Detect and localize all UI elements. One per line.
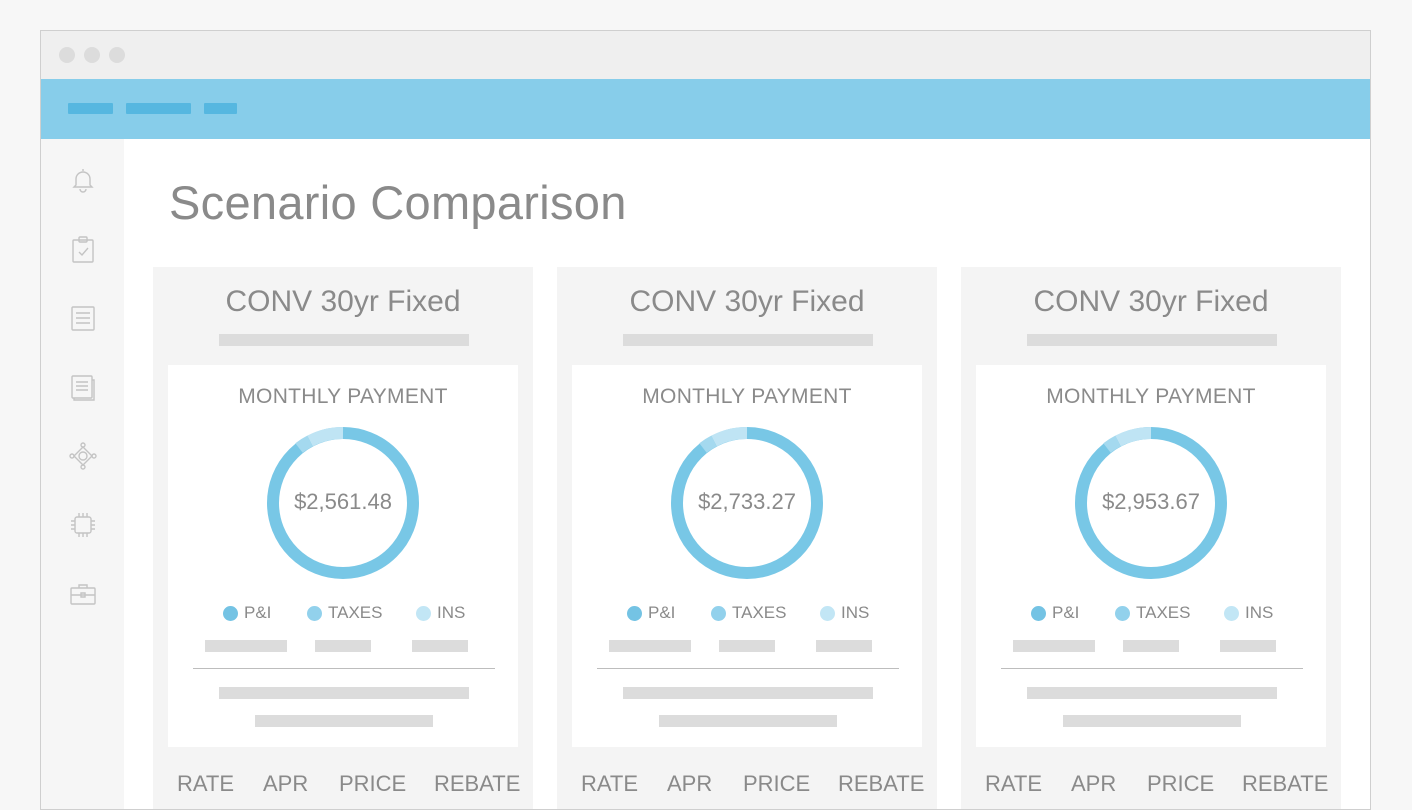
legend-item-ins: INS bbox=[416, 603, 465, 623]
legend-label: TAXES bbox=[328, 603, 383, 622]
value-placeholder-taxes bbox=[315, 640, 371, 652]
price-label: PRICE bbox=[1147, 771, 1215, 796]
payment-panel: MONTHLY PAYMENT $2,733.27 P&I TAXES INS bbox=[572, 365, 922, 747]
legend-label: P&I bbox=[648, 603, 676, 622]
legend-dot-taxes bbox=[307, 605, 322, 621]
legend-item-taxes: TAXES bbox=[711, 603, 786, 623]
top-navbar bbox=[41, 79, 1370, 139]
legend-dot-taxes bbox=[711, 605, 726, 621]
apr-label: APR bbox=[667, 771, 713, 796]
card-subtitle-placeholder bbox=[623, 334, 873, 346]
rebate-label: REBATE bbox=[1242, 771, 1329, 796]
payment-amount: $2,953.67 bbox=[1102, 489, 1200, 514]
value-placeholder-ins bbox=[412, 640, 468, 652]
payment-label: MONTHLY PAYMENT bbox=[1046, 385, 1256, 408]
summary-placeholder-2 bbox=[659, 715, 837, 727]
legend-label: INS bbox=[437, 603, 466, 622]
apr-label: APR bbox=[1071, 771, 1117, 796]
rebate-label: REBATE bbox=[838, 771, 925, 796]
legend-label: P&I bbox=[1052, 603, 1080, 622]
value-placeholder-pi bbox=[1013, 640, 1095, 652]
list-icon[interactable] bbox=[68, 303, 98, 333]
value-placeholder-taxes bbox=[719, 640, 775, 652]
summary-placeholder-2 bbox=[1063, 715, 1241, 727]
value-placeholder-ins bbox=[1220, 640, 1276, 652]
legend-dot-pi bbox=[223, 605, 238, 621]
legend-item-pi: P&I bbox=[627, 603, 675, 623]
divider bbox=[1001, 668, 1303, 669]
payment-amount: $2,561.48 bbox=[294, 489, 392, 514]
legend-label: TAXES bbox=[1136, 603, 1191, 622]
rate-label: RATE bbox=[177, 771, 235, 796]
bell-icon[interactable] bbox=[68, 165, 98, 195]
price-label: PRICE bbox=[339, 771, 407, 796]
sidebar bbox=[41, 139, 124, 809]
legend-item-ins: INS bbox=[820, 603, 869, 623]
chip-icon[interactable] bbox=[68, 510, 98, 540]
scenario-card: CONV 30yr Fixed MONTHLY PAYMENT $2,953.6… bbox=[961, 267, 1341, 809]
window-titlebar bbox=[41, 31, 1370, 79]
value-placeholder-pi bbox=[609, 640, 691, 652]
legend-dot-ins bbox=[820, 605, 835, 621]
window-minimize-dot[interactable] bbox=[84, 47, 100, 63]
network-icon[interactable] bbox=[68, 441, 98, 471]
value-placeholder-ins bbox=[816, 640, 872, 652]
legend-label: P&I bbox=[244, 603, 272, 622]
payment-donut-chart bbox=[671, 426, 823, 579]
apr-label: APR bbox=[263, 771, 309, 796]
app-window: Scenario Comparison CONV 30yr Fixed MONT… bbox=[40, 30, 1371, 810]
document-icon[interactable] bbox=[68, 372, 98, 402]
card-title: CONV 30yr Fixed bbox=[1033, 285, 1269, 318]
nav-item-placeholder-3[interactable] bbox=[204, 103, 237, 114]
rebate-label: REBATE bbox=[434, 771, 521, 796]
card-subtitle-placeholder bbox=[219, 334, 469, 346]
divider bbox=[597, 668, 899, 669]
summary-placeholder-1 bbox=[219, 687, 469, 699]
legend-item-pi: P&I bbox=[223, 603, 271, 623]
price-label: PRICE bbox=[743, 771, 811, 796]
payment-panel: MONTHLY PAYMENT $2,561.48 P&I TAXES INS bbox=[168, 365, 518, 747]
legend-label: TAXES bbox=[732, 603, 787, 622]
briefcase-icon[interactable] bbox=[68, 579, 98, 609]
value-placeholder-taxes bbox=[1123, 640, 1179, 652]
summary-placeholder-2 bbox=[255, 715, 433, 727]
nav-item-placeholder-1[interactable] bbox=[68, 103, 113, 114]
legend-item-ins: INS bbox=[1224, 603, 1273, 623]
payment-label: MONTHLY PAYMENT bbox=[238, 385, 448, 408]
payment-donut-chart bbox=[267, 426, 419, 579]
legend-dot-ins bbox=[416, 605, 431, 621]
legend-label: INS bbox=[1245, 603, 1274, 622]
rate-label: RATE bbox=[581, 771, 639, 796]
divider bbox=[193, 668, 495, 669]
legend-label: INS bbox=[841, 603, 870, 622]
rate-label: RATE bbox=[985, 771, 1043, 796]
summary-placeholder-1 bbox=[1027, 687, 1277, 699]
card-title: CONV 30yr Fixed bbox=[225, 285, 461, 318]
legend-item-taxes: TAXES bbox=[1115, 603, 1190, 623]
legend-dot-taxes bbox=[1115, 605, 1130, 621]
legend-item-taxes: TAXES bbox=[307, 603, 382, 623]
payment-panel: MONTHLY PAYMENT $2,953.67 P&I TAXES INS bbox=[976, 365, 1326, 747]
legend-dot-pi bbox=[1031, 605, 1046, 621]
legend-dot-pi bbox=[627, 605, 642, 621]
payment-amount: $2,733.27 bbox=[698, 489, 796, 514]
summary-placeholder-1 bbox=[623, 687, 873, 699]
card-title: CONV 30yr Fixed bbox=[629, 285, 865, 318]
card-subtitle-placeholder bbox=[1027, 334, 1277, 346]
window-close-dot[interactable] bbox=[59, 47, 75, 63]
legend-dot-ins bbox=[1224, 605, 1239, 621]
value-placeholder-pi bbox=[205, 640, 287, 652]
nav-item-placeholder-2[interactable] bbox=[126, 103, 191, 114]
legend-item-pi: P&I bbox=[1031, 603, 1079, 623]
scenario-card: CONV 30yr Fixed MONTHLY PAYMENT $2,733.2… bbox=[557, 267, 937, 809]
scenario-card: CONV 30yr Fixed MONTHLY PAYMENT $2,561.4… bbox=[153, 267, 533, 809]
page-title: Scenario Comparison bbox=[169, 176, 627, 229]
payment-label: MONTHLY PAYMENT bbox=[642, 385, 852, 408]
window-maximize-dot[interactable] bbox=[109, 47, 125, 63]
clipboard-check-icon[interactable] bbox=[68, 234, 98, 264]
payment-donut-chart bbox=[1075, 426, 1227, 579]
